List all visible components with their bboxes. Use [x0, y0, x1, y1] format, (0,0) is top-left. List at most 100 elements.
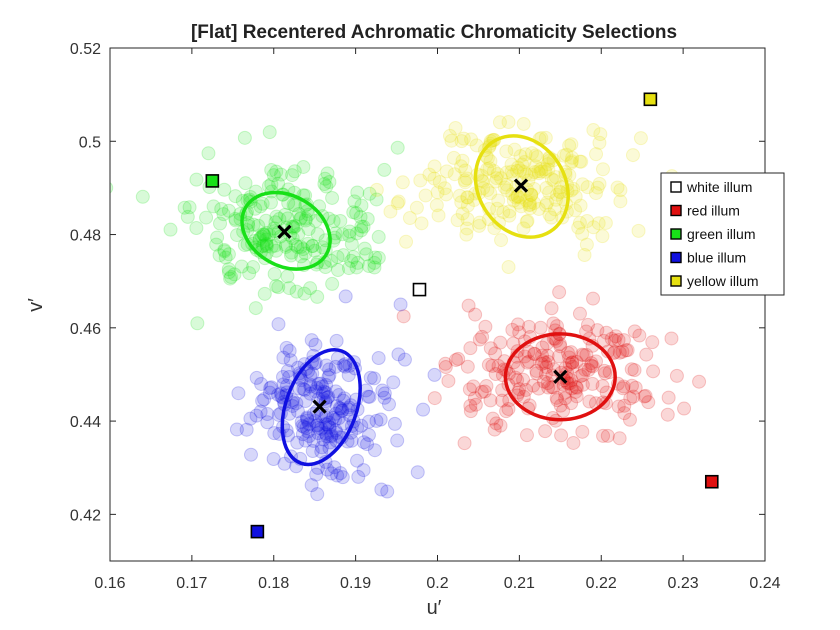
scatter-point [393, 297, 408, 312]
scatter-point [478, 319, 493, 334]
scatter-point [283, 353, 298, 368]
scatter-point [480, 151, 495, 166]
scatter-point [692, 374, 707, 389]
scatter-point [298, 211, 313, 226]
scatter-point [295, 427, 310, 442]
scatter-point [305, 366, 320, 381]
scatter-point [251, 218, 266, 233]
scatter-point [527, 182, 542, 197]
x-tick-label: 0.16 [94, 575, 125, 592]
scatter-point [368, 250, 383, 265]
scatter-point [325, 410, 340, 425]
scatter-point [450, 213, 465, 228]
scatter-point [607, 333, 622, 348]
scatter-point [488, 346, 503, 361]
scatter-point [595, 379, 610, 394]
scatter-point [522, 195, 537, 210]
scatter-point [491, 359, 506, 374]
scatter-point [292, 381, 307, 396]
scatter-point [390, 196, 405, 211]
scatter-point [350, 255, 365, 270]
scatter-point [564, 137, 579, 152]
scatter-point [271, 280, 286, 295]
scatter-point [315, 386, 330, 401]
scatter-point [229, 422, 244, 437]
scatter-point [299, 420, 314, 435]
scatter-point [627, 324, 642, 339]
scatter-point [505, 322, 520, 337]
scatter-point [544, 210, 559, 225]
scatter-point [501, 260, 516, 275]
scatter-point [336, 393, 351, 408]
scatter-point [397, 352, 412, 367]
mean-marker [513, 178, 529, 193]
scatter-point [391, 347, 406, 362]
scatter-point [553, 398, 568, 413]
scatter-point [564, 155, 579, 170]
scatter-point [448, 352, 463, 367]
scatter-point [586, 123, 601, 138]
scatter-point [462, 382, 477, 397]
scatter-point [316, 432, 331, 447]
mean-marker-stroke [513, 178, 529, 193]
scatter-point [535, 348, 550, 363]
scatter-point [300, 410, 315, 425]
scatter-point [446, 150, 461, 165]
scatter-point [293, 211, 308, 226]
scatter-point [238, 176, 253, 191]
scatter-point [460, 212, 475, 227]
scatter-point [374, 482, 389, 497]
scatter-point [294, 249, 309, 264]
scatter-point [259, 237, 274, 252]
scatter-point [572, 215, 587, 230]
scatter-point [460, 171, 475, 186]
scatter-point [562, 138, 577, 153]
scatter-point [600, 428, 615, 443]
scatter-point [466, 379, 481, 394]
scatter-point [163, 222, 178, 237]
scatter-point [323, 435, 338, 450]
scatter-point [620, 343, 635, 358]
scatter-point [324, 466, 339, 481]
scatter-point [409, 200, 424, 215]
scatter-point [499, 177, 514, 192]
scatter-point [257, 286, 272, 301]
scatter-point [283, 227, 298, 242]
scatter-point [533, 320, 548, 335]
scatter-point [303, 368, 318, 383]
scatter-point [565, 150, 580, 165]
scatter-point [479, 379, 494, 394]
scatter-point [460, 190, 475, 205]
scatter-point [413, 173, 428, 188]
scatter-point [319, 179, 334, 194]
scatter-point [431, 208, 446, 223]
scatter-point [221, 203, 236, 218]
scatter-point [427, 171, 442, 186]
scatter-point [575, 177, 590, 192]
scatter-point [252, 232, 267, 247]
scatter-point [271, 176, 286, 191]
scatter-point [317, 177, 332, 192]
scatter-point [520, 213, 535, 228]
scatter-point [548, 170, 563, 185]
scatter-point [324, 429, 339, 444]
scatter-point [496, 205, 511, 220]
scatter-point [320, 417, 335, 432]
scatter-point [274, 167, 289, 182]
scatter-point [402, 211, 417, 226]
scatter-point [516, 372, 531, 387]
scatter-point [262, 125, 277, 140]
scatter-point [280, 211, 295, 226]
scatter-point [336, 358, 351, 373]
scatter-point [527, 347, 542, 362]
scatter-point [237, 130, 252, 145]
scatter-point [541, 355, 556, 370]
mean-marker [553, 369, 568, 384]
scatter-point [510, 163, 525, 178]
scatter-point [263, 381, 278, 396]
scatter-point [341, 261, 356, 276]
scatter-point [269, 164, 284, 179]
scatter-point [328, 423, 343, 438]
scatter-point [371, 351, 386, 366]
mean-marker-stroke [553, 369, 568, 384]
